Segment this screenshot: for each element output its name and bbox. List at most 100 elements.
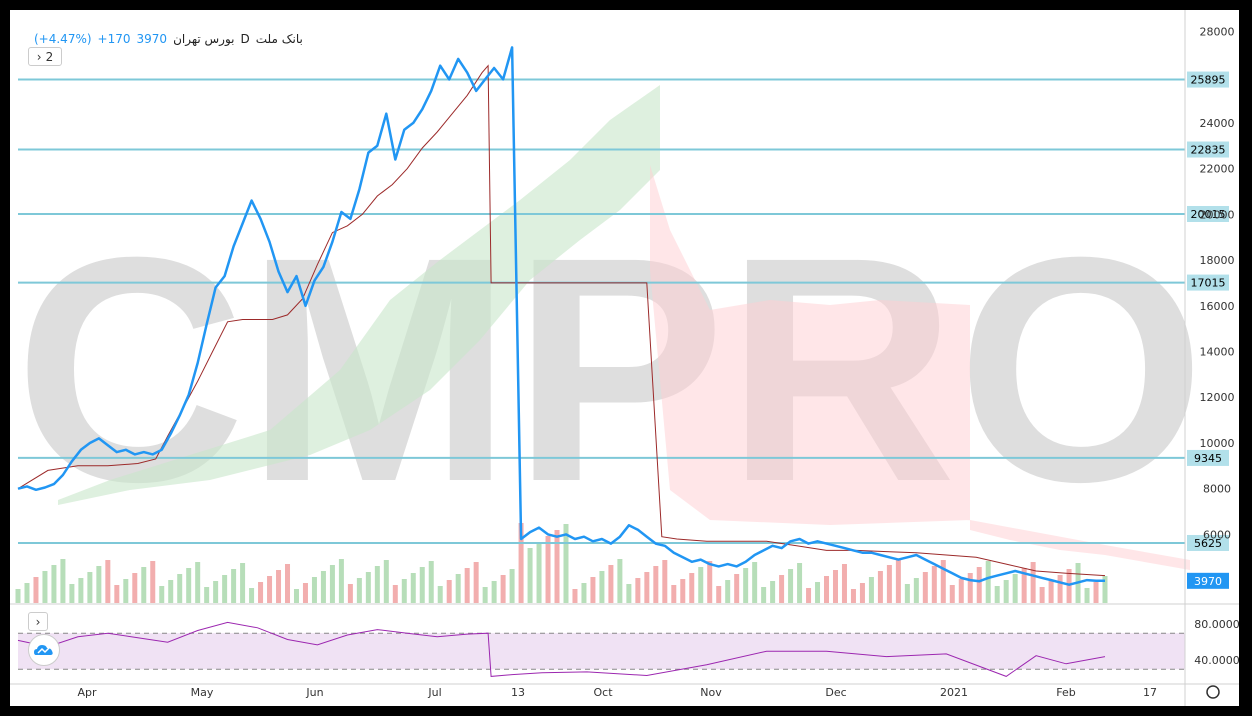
x-tick-label: Jul <box>427 686 441 699</box>
volume-bar <box>168 580 174 603</box>
volume-bar <box>536 542 542 603</box>
chart-legend: (+4.47%) +170 3970 بورس تهران D بانک ملت <box>34 32 303 46</box>
volume-bar <box>491 581 497 603</box>
volume-bar <box>1048 581 1054 603</box>
volume-bar <box>572 589 578 603</box>
volume-bar <box>509 569 515 603</box>
y-tick-label: 20000 <box>1200 208 1235 221</box>
interval[interactable]: D <box>240 32 250 46</box>
volume-bar <box>1093 582 1099 603</box>
volume-bar <box>806 588 812 603</box>
volume-bar <box>913 578 919 603</box>
volume-bar <box>96 566 102 603</box>
volume-bar <box>1030 562 1036 603</box>
last-price-label: 3970 <box>1194 575 1222 588</box>
tradingview-logo-button[interactable] <box>28 634 60 666</box>
y-tick-label: 10000 <box>1200 437 1235 450</box>
volume-bar <box>940 560 946 603</box>
volume-bar <box>850 589 856 603</box>
volume-bar <box>1003 580 1009 603</box>
x-tick-label: Oct <box>593 686 613 699</box>
level-label: 20015 <box>1191 208 1226 221</box>
x-tick-label: May <box>191 686 214 699</box>
x-tick-label: Feb <box>1056 686 1075 699</box>
volume-bar <box>24 583 30 603</box>
volume-bar <box>761 587 767 603</box>
volume-bar <box>347 584 353 603</box>
level-label: 9345 <box>1194 452 1222 465</box>
volume-bar <box>1102 576 1108 603</box>
x-tick-label: 13 <box>511 686 525 699</box>
level-label: 25895 <box>1191 74 1226 87</box>
volume-bar <box>895 559 901 603</box>
volume-bar <box>824 576 830 603</box>
rsi-tick-label: 80.0000 <box>1194 618 1239 631</box>
volume-bar <box>958 579 964 603</box>
volume-bar <box>734 574 740 603</box>
volume-bar <box>967 573 973 603</box>
y-tick-label: 6000 <box>1203 528 1231 541</box>
volume-bar <box>671 585 677 603</box>
volume-bar <box>132 573 138 603</box>
collapse-button[interactable]: › 2 <box>28 47 62 66</box>
volume-bar <box>338 559 344 603</box>
change-value: +170 <box>97 32 131 46</box>
volume-bar <box>859 583 865 603</box>
volume-bar <box>123 579 129 603</box>
chevron-icon: › <box>36 49 42 64</box>
cloud-layer <box>58 85 1190 570</box>
volume-bar <box>141 567 147 603</box>
x-tick-label: Dec <box>825 686 846 699</box>
level-label-box <box>1187 71 1229 88</box>
exchange-name: بورس تهران <box>173 32 235 46</box>
volume-bar <box>581 583 587 603</box>
indicator-toggle-button[interactable]: › <box>28 612 48 631</box>
settings-gear-icon[interactable] <box>1206 685 1220 699</box>
volume-bar <box>770 581 776 603</box>
volume-bar <box>195 562 201 603</box>
volume-bar <box>554 530 560 603</box>
volume-bar <box>455 574 461 603</box>
volume-bar <box>482 587 488 603</box>
horizontal-levels: 25895 22835 20015 17015 9345 5625 <box>18 71 1229 551</box>
volume-bar <box>904 584 910 603</box>
volume-bar <box>707 561 713 603</box>
volume-bar <box>877 571 883 603</box>
volume-bar <box>383 560 389 603</box>
volume-bar <box>815 582 821 603</box>
cloud-logo-icon <box>34 645 53 655</box>
change-pct: (+4.47%) <box>34 32 92 46</box>
volume-bar <box>680 579 686 603</box>
volume-bar <box>931 566 937 603</box>
chart-canvas[interactable]: CMPRO 25895 22835 20015 17015 9345 5625 6000 8… <box>10 10 1239 706</box>
y-tick-label: 8000 <box>1203 483 1231 496</box>
volume-bar <box>518 523 524 603</box>
rsi-series <box>17 621 1106 677</box>
volume-bar <box>635 578 641 603</box>
volume-bar <box>545 536 551 603</box>
volume-bar <box>87 572 93 603</box>
volume-bar <box>976 567 982 603</box>
symbol-title[interactable]: بانک ملت <box>255 32 303 46</box>
volume-bar <box>150 561 156 603</box>
level-label: 5625 <box>1194 537 1222 550</box>
axes-layer: 6000800010000120001400016000180002000022… <box>10 10 1239 706</box>
level-label: 22835 <box>1191 144 1226 157</box>
volume-bar <box>1012 574 1018 603</box>
x-tick-label: Nov <box>700 686 722 699</box>
volume-bar <box>841 564 847 603</box>
volume-bar <box>276 570 282 603</box>
price-series-layer <box>17 46 1106 586</box>
level-label-box <box>1187 534 1229 551</box>
volume-bar <box>302 583 308 603</box>
volume-bar <box>60 559 66 603</box>
volume-bar <box>329 565 335 603</box>
volume-bar <box>464 568 470 603</box>
volume-bar <box>177 574 183 603</box>
volume-bar <box>204 587 210 603</box>
volume-bar <box>1039 587 1045 603</box>
volume-bar <box>797 563 803 603</box>
level-label: 17015 <box>1191 277 1226 290</box>
volume-bar <box>832 570 838 603</box>
y-tick-label: 28000 <box>1200 25 1235 38</box>
